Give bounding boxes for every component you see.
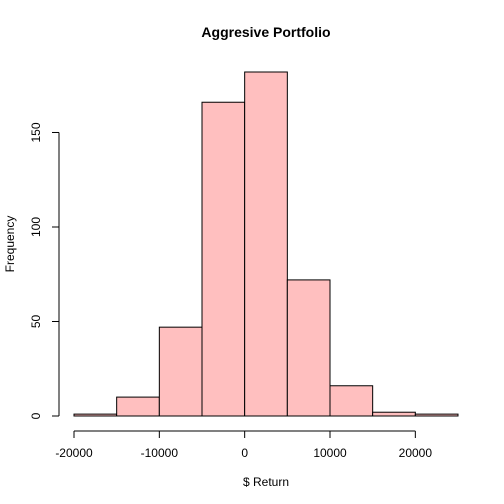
histogram-bars xyxy=(73,71,459,417)
y-tick-label: 150 xyxy=(29,122,43,142)
histogram-bar xyxy=(73,413,118,417)
histogram-bar xyxy=(414,413,459,417)
histogram-bar xyxy=(158,326,203,417)
x-tick-label: 0 xyxy=(241,446,248,460)
histogram-bar xyxy=(201,101,246,417)
y-tick-label: 0 xyxy=(29,412,43,419)
x-tick-label: 20000 xyxy=(399,446,433,460)
y-axis-label: Frequency xyxy=(3,216,17,273)
histogram-bar xyxy=(286,279,331,417)
x-tick-label: 10000 xyxy=(313,446,347,460)
x-axis-label: $ Return xyxy=(243,475,289,489)
x-tick-label: -20000 xyxy=(55,446,93,460)
histogram-bar xyxy=(329,385,374,417)
histogram-bar xyxy=(116,396,160,417)
chart-title: Aggresive Portfolio xyxy=(201,24,330,40)
x-tick-label: -10000 xyxy=(141,446,179,460)
y-tick-label: 100 xyxy=(29,217,43,237)
x-axis: -20000 -10000 0 10000 20000 xyxy=(55,430,433,460)
y-axis: 0 50 100 150 xyxy=(29,122,60,419)
y-tick-label: 50 xyxy=(29,315,43,329)
histogram-bar xyxy=(244,71,288,417)
histogram-bar xyxy=(372,411,416,417)
